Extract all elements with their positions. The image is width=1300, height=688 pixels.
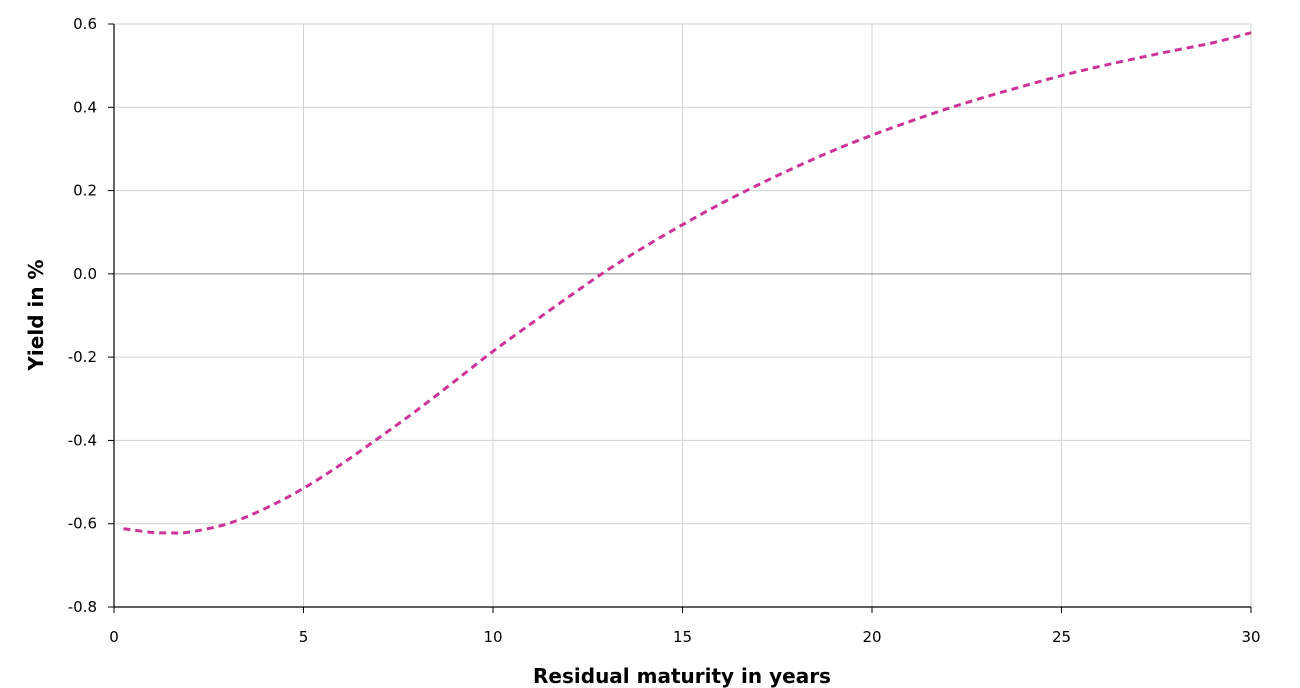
yield-curve-line: [123, 31, 1252, 535]
y-tick-label: -0.4: [68, 431, 97, 449]
y-axis-title: Yield in %: [24, 259, 48, 371]
x-tick-label: 20: [862, 628, 881, 646]
y-tick-label: 0.4: [73, 98, 97, 116]
y-tick-label: -0.8: [68, 598, 97, 616]
axes: [108, 23, 1252, 613]
x-tick-label: 5: [299, 628, 309, 646]
y-tick-label: -0.2: [68, 348, 97, 366]
x-tick-label: 15: [673, 628, 692, 646]
series-group: [123, 31, 1252, 535]
x-tick-label: 0: [109, 628, 119, 646]
x-tick-label: 30: [1241, 628, 1260, 646]
x-tick-label: 10: [483, 628, 502, 646]
y-tick-label: 0.2: [73, 182, 97, 200]
y-tick-label: 0.6: [73, 15, 97, 33]
y-tick-labels: 0.6 0.4 0.2 0.0 -0.2 -0.4 -0.6 -0.8: [68, 15, 97, 616]
y-tick-label: 0.0: [73, 265, 97, 283]
y-tick-label: -0.6: [68, 515, 97, 533]
x-axis-title: Residual maturity in years: [533, 664, 831, 688]
x-tick-labels: 0 5 10 15 20 25 30: [109, 628, 1260, 646]
grid-lines: [114, 23, 1252, 607]
x-tick-label: 25: [1052, 628, 1071, 646]
